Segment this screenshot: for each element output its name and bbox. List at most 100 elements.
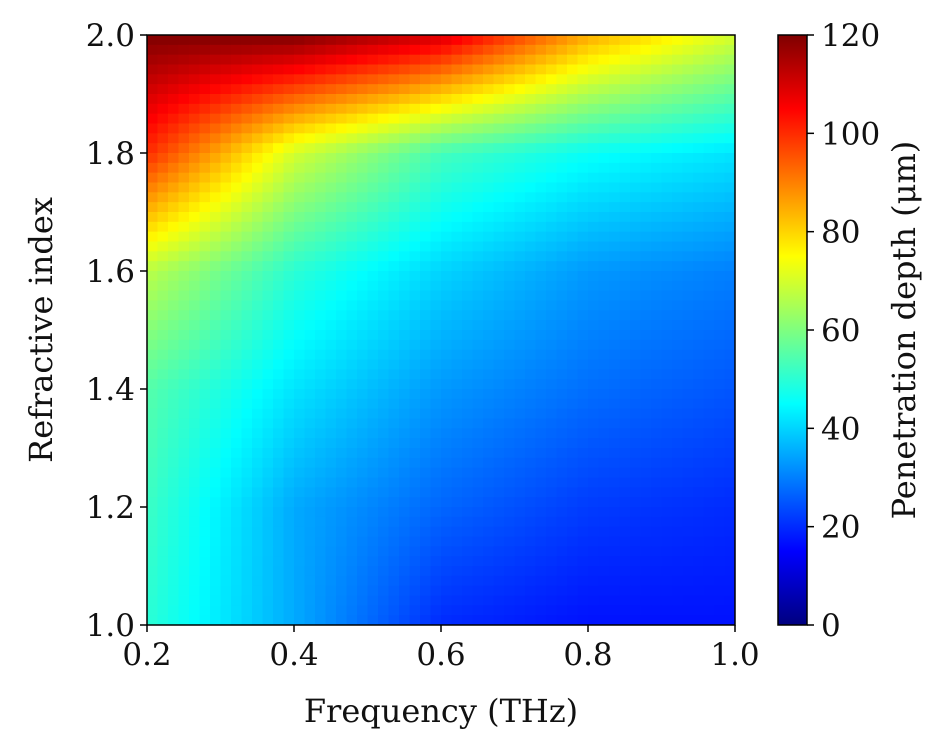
heatmap-cell [283, 556, 295, 567]
heatmap-cell [210, 94, 222, 105]
heatmap-cell [714, 418, 726, 429]
heatmap-cell [472, 280, 484, 292]
heatmap-cell [252, 379, 264, 390]
heatmap-cell [336, 212, 348, 223]
heatmap-cell [262, 241, 274, 252]
heatmap-cell [273, 84, 285, 95]
heatmap-cell [483, 566, 495, 577]
heatmap-cell [336, 585, 348, 597]
heatmap-cell [199, 261, 211, 272]
heatmap-cell [388, 153, 400, 164]
heatmap-cell [651, 585, 663, 597]
heatmap-cell [399, 379, 411, 390]
heatmap-cell [598, 615, 610, 625]
heatmap-cell [588, 507, 600, 518]
heatmap-cell [682, 418, 694, 429]
heatmap-cell [703, 339, 715, 351]
heatmap-cell [315, 379, 327, 390]
heatmap-cell [672, 566, 684, 577]
heatmap-cell [199, 94, 211, 105]
heatmap-cell [451, 320, 463, 331]
heatmap-cell [451, 418, 463, 429]
heatmap-cell [315, 556, 327, 567]
heatmap-cell [714, 202, 726, 213]
heatmap-cell [147, 172, 159, 184]
heatmap-cell [493, 212, 505, 223]
heatmap-cell [315, 202, 327, 213]
heatmap-cell [220, 507, 232, 518]
heatmap-cell [472, 221, 484, 233]
heatmap-cell [168, 428, 180, 439]
heatmap-cell [556, 84, 568, 95]
heatmap-cell [504, 35, 516, 46]
heatmap-cell [294, 182, 306, 193]
heatmap-cell [210, 202, 222, 213]
heatmap-cell [336, 438, 348, 449]
heatmap-cell [430, 556, 442, 567]
heatmap-cell [283, 428, 295, 439]
heatmap-cell [336, 172, 348, 184]
heatmap-cell [672, 457, 684, 469]
heatmap-cell [262, 448, 274, 459]
heatmap-cell [451, 172, 463, 184]
heatmap-cell [598, 54, 610, 66]
heatmap-cell [178, 64, 190, 75]
heatmap-cell [388, 448, 400, 459]
heatmap-cell [409, 143, 421, 154]
heatmap-cell [567, 428, 579, 439]
heatmap-cell [241, 212, 253, 223]
heatmap-cell [640, 251, 652, 262]
heatmap-cell [378, 241, 390, 252]
heatmap-cell [441, 507, 453, 518]
heatmap-cell [472, 487, 484, 498]
heatmap-cell [168, 231, 180, 243]
heatmap-cell [441, 261, 453, 272]
heatmap-cell [283, 74, 295, 85]
heatmap-cell [325, 595, 337, 606]
heatmap-cell [399, 35, 411, 46]
heatmap-cell [231, 575, 243, 587]
heatmap-cell [493, 172, 505, 184]
heatmap-cell [640, 192, 652, 203]
heatmap-cell [504, 310, 516, 321]
heatmap-cell [210, 379, 222, 390]
heatmap-cell [567, 84, 579, 95]
heatmap-cell [472, 556, 484, 567]
heatmap-cell [388, 290, 400, 302]
heatmap-cell [598, 290, 610, 302]
heatmap-cell [157, 566, 169, 577]
heatmap-cell [346, 339, 358, 351]
heatmap-cell [724, 280, 735, 292]
heatmap-cell [231, 585, 243, 597]
heatmap-cell [178, 467, 190, 479]
heatmap-cell [409, 241, 421, 252]
heatmap-cell [304, 241, 316, 252]
heatmap-cell [157, 320, 169, 331]
heatmap-cell [525, 457, 537, 469]
heatmap-cell [346, 202, 358, 213]
heatmap-cell [283, 84, 295, 95]
heatmap-cell [693, 251, 705, 262]
heatmap-cell [609, 123, 621, 134]
heatmap-cell [399, 575, 411, 587]
heatmap-cell [577, 300, 589, 311]
heatmap-cell [567, 113, 579, 125]
heatmap-cell [241, 438, 253, 449]
heatmap-cell [346, 369, 358, 380]
heatmap-cell [262, 428, 274, 439]
heatmap-cell [724, 212, 735, 223]
heatmap-cell [714, 310, 726, 321]
heatmap-cell [367, 339, 379, 351]
heatmap-cell [588, 162, 600, 174]
heatmap-cell [609, 418, 621, 429]
heatmap-cell [546, 359, 558, 370]
heatmap-cell [367, 330, 379, 341]
heatmap-cell [493, 54, 505, 66]
heatmap-cell [525, 566, 537, 577]
heatmap-cell [336, 389, 348, 400]
heatmap-cell [577, 457, 589, 469]
heatmap-cell [157, 497, 169, 508]
heatmap-cell [346, 192, 358, 203]
heatmap-cell [598, 192, 610, 203]
heatmap-cell [178, 320, 190, 331]
